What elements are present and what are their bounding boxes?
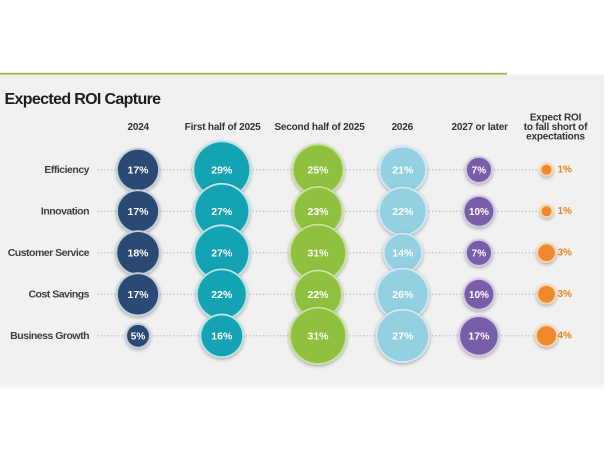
svg-text:3%: 3% <box>558 248 573 259</box>
svg-text:Business Growth: Business Growth <box>10 330 89 342</box>
svg-text:7%: 7% <box>472 165 487 176</box>
svg-text:23%: 23% <box>307 206 329 218</box>
svg-text:26%: 26% <box>392 289 414 301</box>
svg-text:10%: 10% <box>469 207 489 218</box>
svg-text:16%: 16% <box>211 331 233 343</box>
svg-text:22%: 22% <box>307 289 329 301</box>
svg-text:to fall short of: to fall short of <box>524 122 588 133</box>
svg-text:2026: 2026 <box>392 122 414 133</box>
svg-text:27%: 27% <box>211 248 233 260</box>
svg-text:14%: 14% <box>392 248 414 260</box>
svg-text:21%: 21% <box>392 165 414 177</box>
svg-text:Second half of 2025: Second half of 2025 <box>274 122 365 133</box>
svg-text:31%: 31% <box>307 331 329 343</box>
svg-text:31%: 31% <box>307 248 329 260</box>
svg-text:Efficiency: Efficiency <box>44 164 89 176</box>
svg-text:expectations: expectations <box>526 132 585 143</box>
svg-text:First half of 2025: First half of 2025 <box>185 122 262 133</box>
svg-text:17%: 17% <box>127 206 149 218</box>
svg-text:Innovation: Innovation <box>41 206 89 218</box>
svg-text:5%: 5% <box>131 331 146 342</box>
svg-text:1%: 1% <box>558 206 573 217</box>
svg-text:Expected ROI Capture: Expected ROI Capture <box>5 91 162 108</box>
svg-text:2027 or later: 2027 or later <box>452 122 509 133</box>
svg-text:22%: 22% <box>392 206 414 218</box>
svg-text:1%: 1% <box>558 165 573 176</box>
svg-text:27%: 27% <box>211 206 233 218</box>
svg-text:17%: 17% <box>127 165 149 177</box>
svg-text:7%: 7% <box>472 248 487 259</box>
svg-text:10%: 10% <box>469 290 489 301</box>
svg-text:22%: 22% <box>211 289 233 301</box>
svg-text:17%: 17% <box>468 331 490 343</box>
svg-text:18%: 18% <box>127 248 149 260</box>
svg-text:Cost Savings: Cost Savings <box>28 289 89 301</box>
svg-text:27%: 27% <box>392 331 414 343</box>
svg-text:Customer Service: Customer Service <box>8 247 90 259</box>
svg-text:4%: 4% <box>558 331 573 342</box>
svg-text:25%: 25% <box>307 165 329 177</box>
svg-text:Expect ROI: Expect ROI <box>530 112 582 123</box>
svg-text:3%: 3% <box>558 289 573 300</box>
svg-text:2024: 2024 <box>127 122 149 133</box>
svg-text:29%: 29% <box>211 165 233 177</box>
svg-text:17%: 17% <box>127 289 149 301</box>
